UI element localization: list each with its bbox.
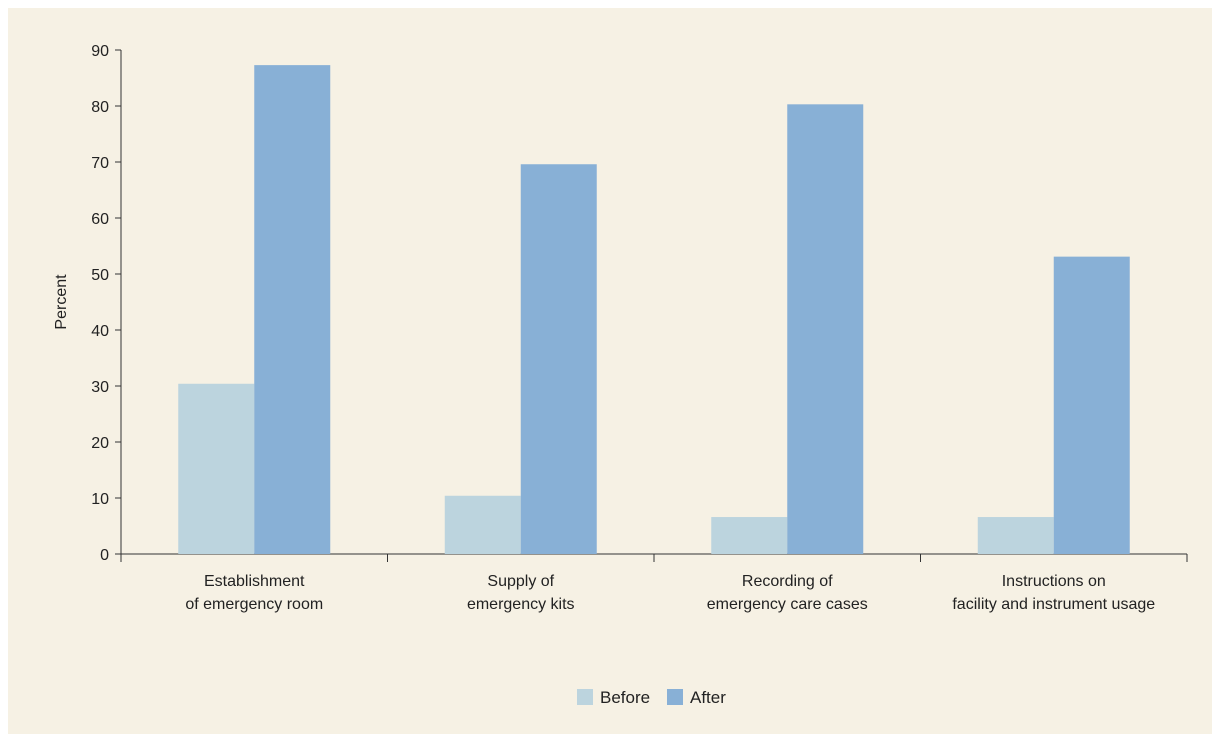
bar-before-2	[444, 495, 521, 554]
legend-label-after: After	[690, 688, 726, 707]
y-tick-label: 0	[100, 547, 109, 564]
y-tick-label: 40	[91, 323, 109, 340]
bar-after-1	[254, 65, 331, 554]
y-tick-label: 60	[91, 211, 109, 228]
bar-before-4	[977, 517, 1054, 554]
x-category-label: Recording of emergency care cases	[707, 573, 868, 613]
y-tick-label: 90	[91, 43, 109, 60]
y-axis-title: Percent	[53, 274, 70, 330]
bar-after-4	[1053, 256, 1130, 554]
x-category-label: Supply of emergency kits	[467, 573, 575, 613]
y-tick-label: 20	[91, 435, 109, 452]
bar-after-3	[787, 104, 864, 554]
x-category-label: Instructions on facility and instrument u…	[952, 573, 1155, 613]
y-tick-label: 50	[91, 267, 109, 284]
bar-after-2	[520, 164, 597, 555]
legend-swatch-after	[667, 689, 683, 705]
bar-before-3	[711, 517, 788, 554]
x-category-label: Establishment of emergency room	[185, 573, 323, 613]
bar-chart: 0 10 20 30 40 50 60 70 80 90 Establishment of emerg…	[53, 43, 1188, 707]
legend-swatch-before	[577, 689, 593, 705]
y-tick-label: 10	[91, 491, 109, 508]
chart-panel: 0 10 20 30 40 50 60 70 80 90 Establishment of emerg…	[8, 8, 1212, 734]
y-tick-label: 80	[91, 99, 109, 116]
legend-label-before: Before	[600, 688, 650, 707]
y-tick-label: 70	[91, 155, 109, 172]
bar-before-1	[178, 383, 255, 554]
y-tick-label: 30	[91, 379, 109, 396]
